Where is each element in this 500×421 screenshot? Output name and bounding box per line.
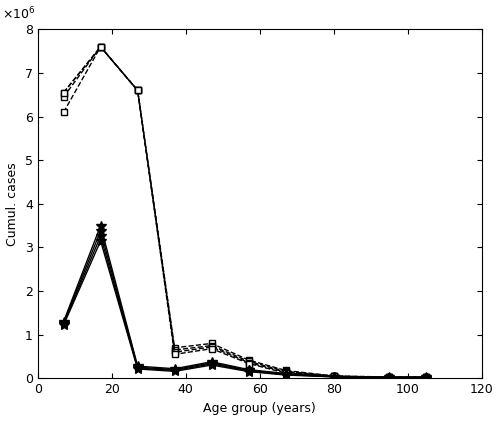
Text: $\times 10^6$: $\times 10^6$	[2, 6, 35, 22]
Y-axis label: Cumul. cases: Cumul. cases	[6, 162, 19, 245]
X-axis label: Age group (years): Age group (years)	[204, 402, 316, 415]
